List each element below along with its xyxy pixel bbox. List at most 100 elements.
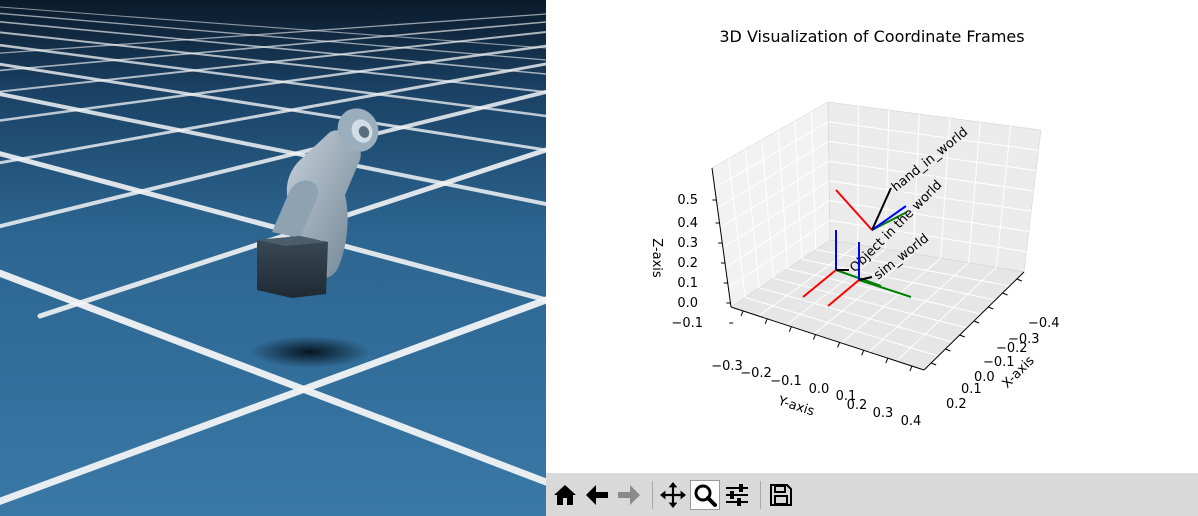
- pane-gridline: [744, 149, 760, 288]
- pane-gridline: [810, 111, 817, 250]
- pane-gridline: [787, 268, 982, 315]
- navigation-toolbar: [546, 473, 1198, 516]
- x-tick-label: −0.1: [983, 355, 1015, 370]
- floor-grid-line: [0, 269, 546, 486]
- figure-canvas[interactable]: 3D Visualization of Coordinate Frames Y-…: [546, 0, 1198, 473]
- y-axis-label: Y-axis: [775, 393, 816, 419]
- pane-gridline: [829, 180, 1032, 212]
- axis-tick-mark: [988, 306, 994, 310]
- pane-gridline: [773, 277, 967, 329]
- floor-grid-line: [0, 151, 546, 303]
- pane-gridline: [758, 244, 859, 317]
- z-tick-label: 0.0: [677, 296, 698, 311]
- pane-gridline: [840, 257, 942, 344]
- axis-tick-mark: [764, 318, 768, 324]
- forward-button[interactable]: [614, 480, 644, 510]
- z-tick-label: 0.4: [677, 216, 698, 231]
- object-shadow: [250, 336, 370, 368]
- pan-button[interactable]: [658, 480, 688, 510]
- axis-tick-mark: [788, 326, 792, 332]
- pane-gridline: [728, 158, 746, 298]
- plot-window: 3D Visualization of Coordinate Frames Y-…: [546, 0, 1198, 516]
- pane-gridline: [884, 109, 890, 250]
- axis-tick-mark: [861, 350, 865, 356]
- simulation-viewport[interactable]: [0, 0, 546, 516]
- forward-arrow-icon: [618, 485, 640, 505]
- y-tick-label: 0.2: [847, 398, 868, 413]
- pane-gridline: [801, 258, 996, 301]
- pane-gridline: [744, 296, 939, 357]
- pane-gridline: [829, 200, 1029, 232]
- toolbar-separator: [760, 481, 761, 509]
- pane-gridline: [725, 200, 830, 268]
- save-button[interactable]: [766, 480, 796, 510]
- z-tick-label: −0.1: [671, 316, 703, 331]
- pane-gridline: [868, 262, 969, 353]
- zoom-magnifier-icon: [694, 484, 717, 507]
- y-tick-label: −0.2: [740, 366, 772, 381]
- hand-label-leader: [871, 187, 892, 231]
- back-button[interactable]: [582, 480, 612, 510]
- axis-tick-mark: [1002, 292, 1008, 296]
- zoom-button[interactable]: [690, 480, 720, 510]
- floor-grid-line: [0, 21, 546, 72]
- sim-x-axis: [827, 279, 860, 307]
- plot-3d-axes: 3D Visualization of Coordinate Frames Y-…: [649, 27, 1060, 429]
- z-tick-label: 0.3: [677, 236, 698, 251]
- floor-grid-line: [0, 44, 546, 122]
- z-axis-label: Z-axis: [649, 238, 664, 278]
- hand-x-axis: [835, 189, 873, 231]
- x-tick-label: −0.3: [1008, 332, 1040, 347]
- y-tick-label: −0.3: [711, 359, 743, 374]
- y-tick-label: −0.1: [770, 374, 802, 389]
- z-tick-label: 0.1: [677, 276, 698, 291]
- axis-tick-mark: [945, 348, 951, 352]
- pane-gridline: [722, 180, 830, 248]
- pane-gridline: [794, 120, 803, 260]
- home-icon: [554, 485, 576, 505]
- pane-gridline: [829, 219, 1027, 253]
- x-tick-label: −0.4: [1028, 316, 1060, 331]
- floor-grid-line: [0, 31, 546, 93]
- pane-gridline: [717, 140, 829, 209]
- cube-object: [257, 236, 328, 298]
- object-x-axis: [802, 269, 837, 298]
- floor-grid-line: [0, 296, 546, 505]
- home-button[interactable]: [550, 480, 580, 510]
- pane-gridline: [912, 113, 920, 254]
- back-arrow-icon: [586, 485, 608, 505]
- z-tick-label: 0.2: [677, 256, 698, 271]
- sim-label-leader: [858, 276, 873, 281]
- axis-tick-mark: [930, 362, 937, 366]
- hand-z-axis: [871, 205, 907, 231]
- pan-move-icon: [660, 482, 686, 508]
- x-tick-label: 0.0: [974, 370, 995, 385]
- pane-gridline: [714, 121, 829, 189]
- y-axis-line: [730, 306, 925, 371]
- axis-tick-mark: [1016, 278, 1023, 282]
- pane-gridline: [857, 105, 859, 245]
- x-tick-label: 0.2: [946, 397, 967, 412]
- floor-grid-line: [0, 13, 546, 54]
- sliders-icon: [726, 484, 748, 506]
- axis-tick-mark: [973, 320, 980, 324]
- robot-hand: [272, 108, 379, 278]
- axis-tick-mark: [959, 334, 965, 338]
- axis-tick-mark: [837, 342, 841, 348]
- pane-gridline: [828, 140, 1037, 172]
- z-axis-line: [711, 167, 732, 308]
- axis-tick-mark: [812, 334, 816, 340]
- floor-grid-line: [0, 43, 546, 118]
- pane-gridline: [719, 160, 830, 228]
- toolbar-separator: [652, 481, 653, 509]
- x-tick-label: −0.2: [996, 341, 1028, 356]
- floor-grid-line: [0, 62, 546, 165]
- axis-tick-mark: [885, 358, 889, 364]
- pane-gridline: [828, 121, 1039, 151]
- axis-tick-mark: [909, 365, 913, 372]
- configure-subplots-button[interactable]: [722, 480, 752, 510]
- pane-gridline: [828, 160, 1034, 192]
- pane-gridline: [813, 253, 914, 335]
- y-tick-label: 0.1: [836, 389, 857, 404]
- plot-title: 3D Visualization of Coordinate Frames: [719, 27, 1024, 46]
